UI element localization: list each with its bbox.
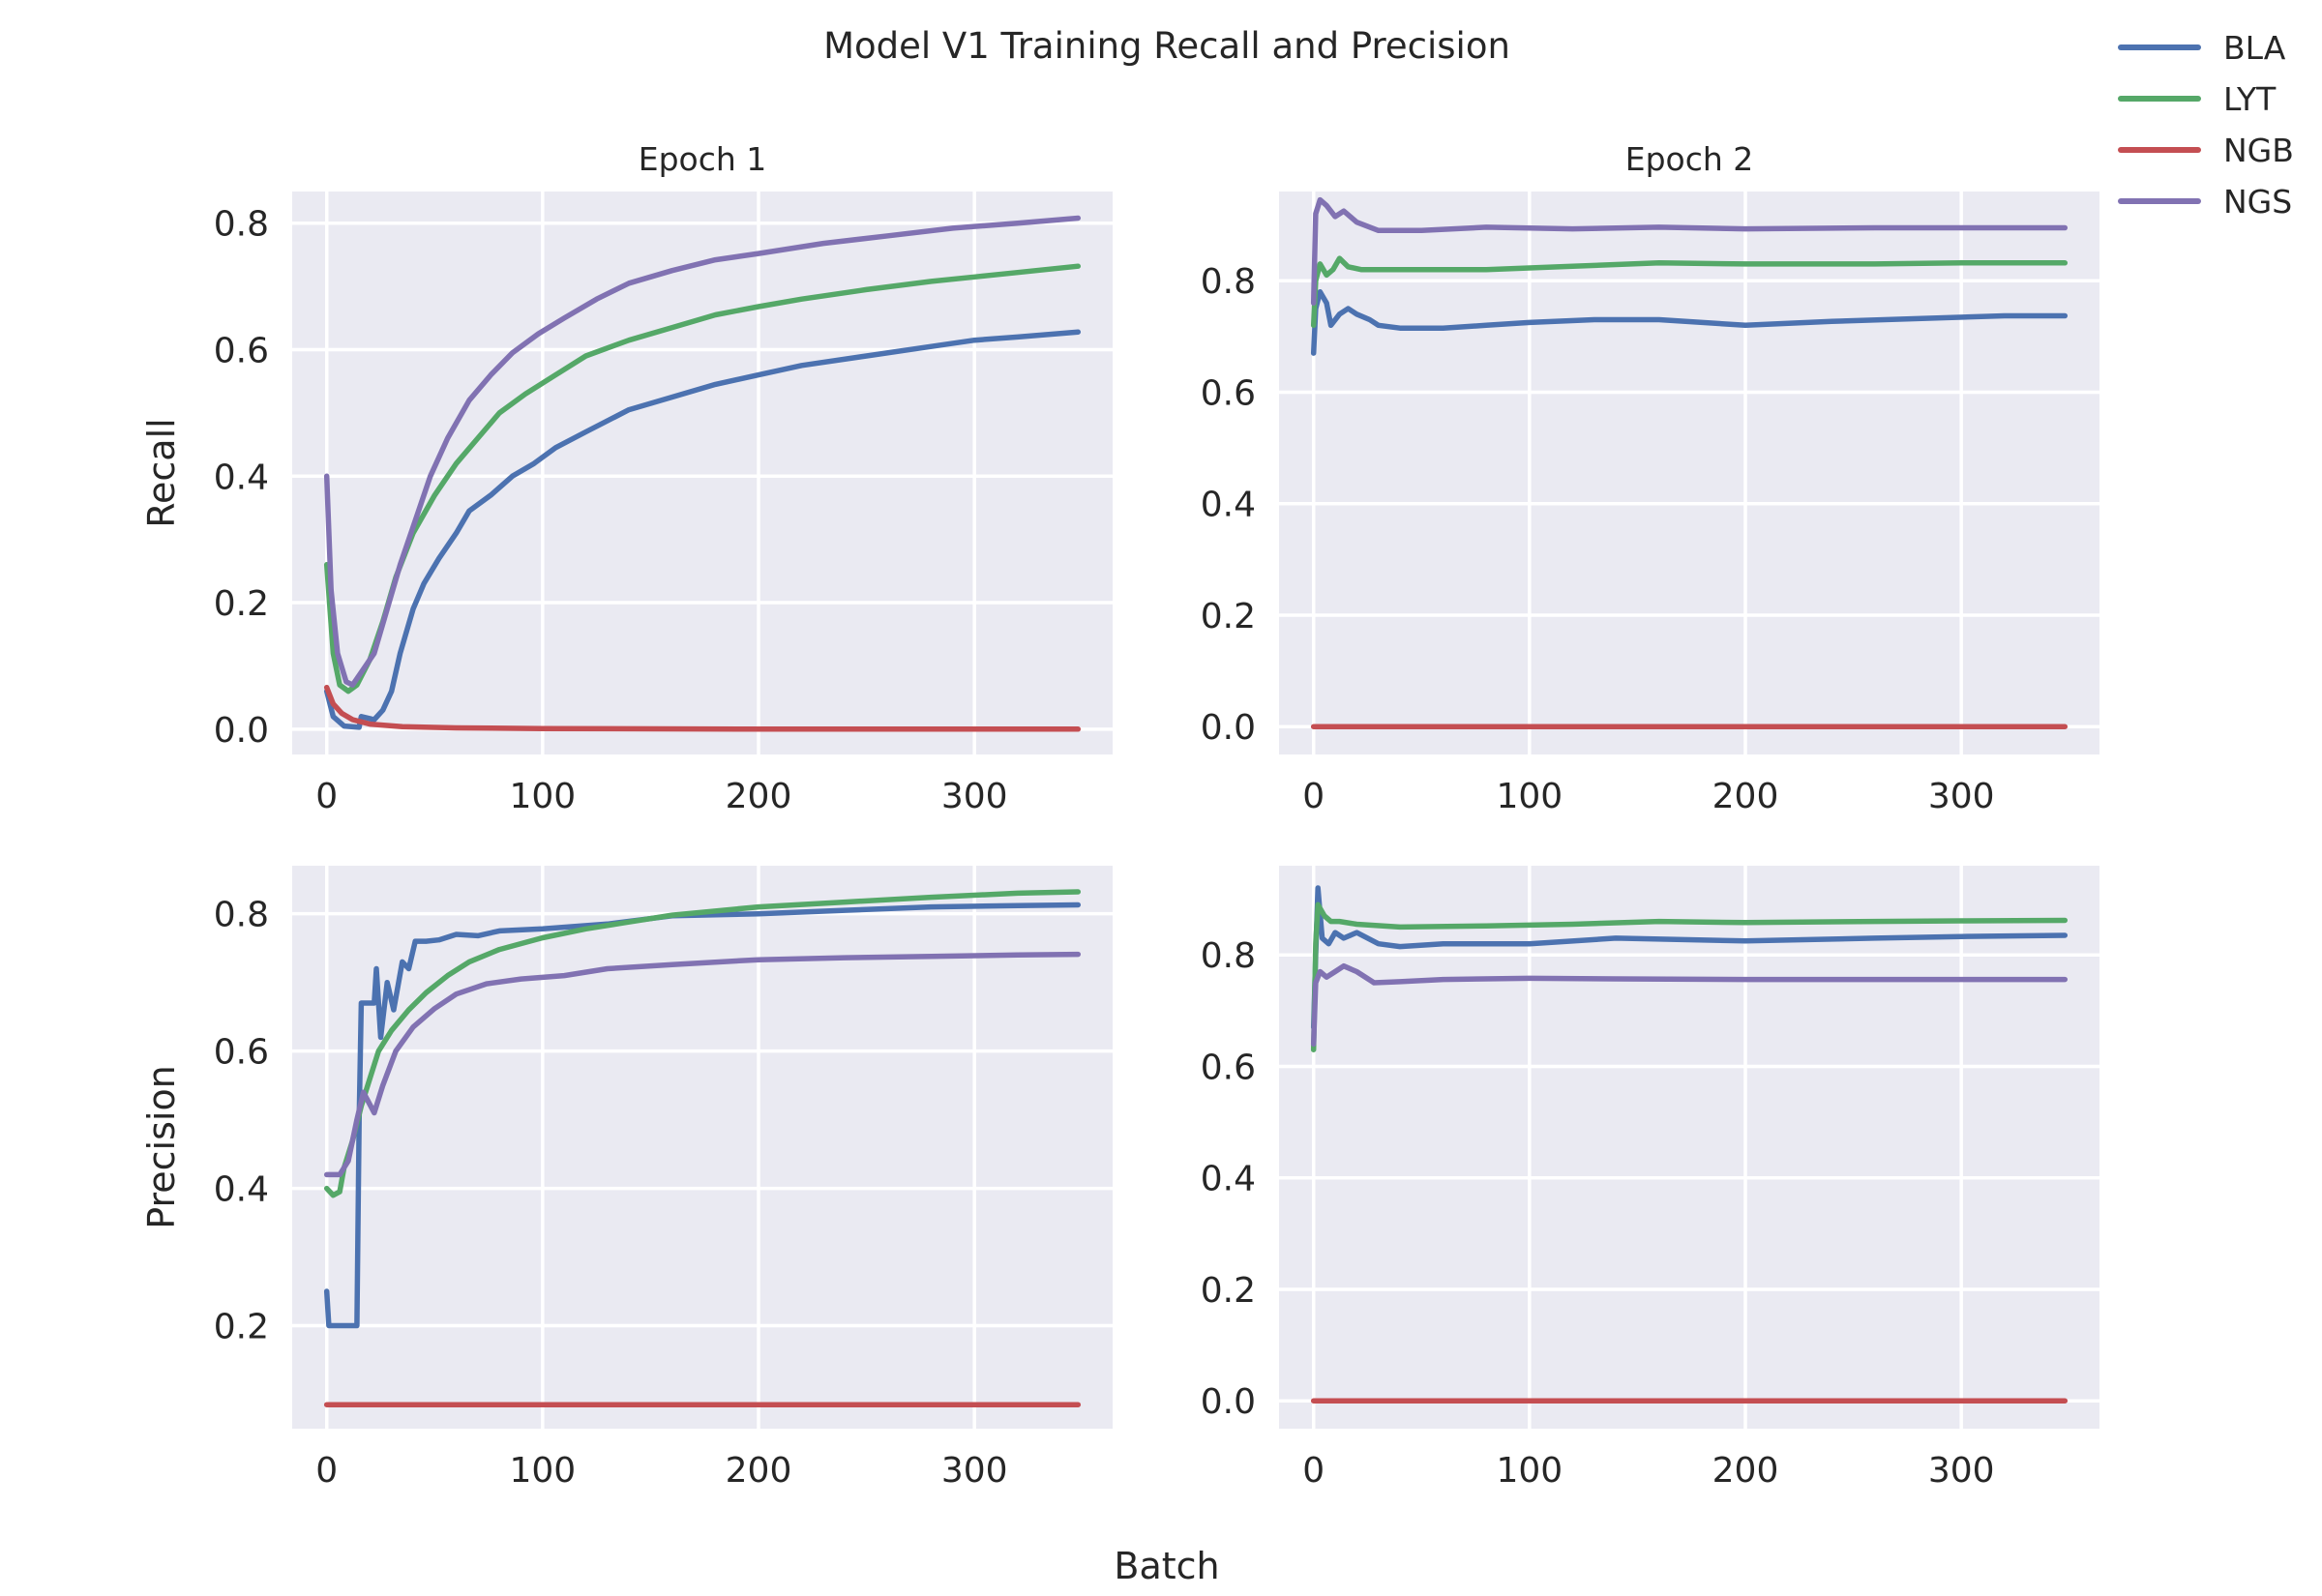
y-tick-label: 0.2 [1201, 597, 1256, 636]
legend-label: LYT [2223, 80, 2277, 118]
panel-epoch-1-recall: 0 100 200 300 0.0 0.2 0.4 0.6 0.8 Epoch 1 Recall [140, 140, 1113, 816]
x-tick-label: 300 [941, 1451, 1008, 1491]
x-tick-label: 200 [1712, 777, 1779, 816]
x-tick-label: 100 [1497, 1451, 1563, 1491]
legend: BLA LYT NGB NGS [2118, 29, 2294, 221]
x-tick-label: 200 [1712, 1451, 1779, 1491]
y-tick-label: 0.4 [1201, 486, 1256, 525]
x-tick-label: 300 [1928, 777, 1995, 816]
y-tick-label: 0.0 [1201, 708, 1256, 748]
y-tick-label: 0.8 [1201, 936, 1256, 976]
y-tick-label: 0.2 [1201, 1271, 1256, 1311]
x-tick-label: 200 [726, 1451, 792, 1491]
legend-label: NGS [2223, 183, 2292, 221]
x-tick-label: 100 [510, 777, 577, 816]
series-line-bla [1310, 885, 2069, 1030]
panel-epoch-2-recall: 0 100 200 300 0.0 0.2 0.4 0.6 0.8 Epoch 2 [1201, 140, 2099, 816]
legend-label: NGB [2223, 132, 2294, 169]
y-tick-label: 0.6 [214, 331, 269, 370]
y-tick-label: 0.2 [214, 584, 269, 624]
y-tick-label: 0.4 [214, 1170, 269, 1210]
y-tick-label: 0.0 [1201, 1382, 1256, 1422]
figure-title: Model V1 Training Recall and Precision [823, 25, 1510, 67]
series-line-lyt [1310, 901, 2069, 1052]
x-axis-label: Batch [1114, 1545, 1219, 1587]
x-tick-label: 300 [1928, 1451, 1995, 1491]
series-line-bla [323, 329, 1082, 730]
y-tick-label: 0.8 [214, 205, 269, 245]
subplot-title: Epoch 1 [639, 140, 767, 178]
y-axis-label: Recall [140, 418, 183, 527]
x-tick-label: 100 [510, 1451, 577, 1491]
subplot-title: Epoch 2 [1625, 140, 1754, 178]
y-axis-label: Precision [140, 1065, 183, 1229]
series-line-bla [323, 901, 1082, 1329]
series-line-ngs [323, 215, 1082, 688]
y-tick-label: 0.2 [214, 1308, 269, 1347]
y-tick-label: 0.4 [1201, 1160, 1256, 1199]
plot-area [1279, 866, 2099, 1429]
series-line-ngs [1310, 196, 2069, 306]
y-tick-label: 0.6 [1201, 373, 1256, 413]
x-tick-label: 100 [1497, 777, 1563, 816]
x-tick-label: 0 [315, 777, 338, 816]
y-tick-label: 0.4 [214, 458, 269, 497]
y-tick-label: 0.8 [214, 896, 269, 935]
y-tick-label: 0.0 [214, 711, 269, 751]
series-line-bla [1310, 288, 2069, 356]
plot-area [1279, 192, 2099, 754]
y-tick-label: 0.6 [214, 1033, 269, 1073]
series-line-ngs [1310, 962, 2069, 1048]
legend-label: BLA [2223, 29, 2286, 67]
y-tick-label: 0.6 [1201, 1048, 1256, 1087]
panel-epoch-1-precision: 0 100 200 300 0.2 0.4 0.6 0.8 Precision [140, 866, 1113, 1491]
x-tick-label: 0 [1302, 777, 1325, 816]
y-tick-label: 0.8 [1201, 262, 1256, 302]
x-tick-label: 0 [315, 1451, 338, 1491]
series-line-lyt [1310, 255, 2069, 329]
series-line-lyt [323, 263, 1082, 695]
x-tick-label: 300 [941, 777, 1008, 816]
panel-epoch-2-precision: 0 100 200 300 0.0 0.2 0.4 0.6 0.8 [1201, 866, 2099, 1491]
x-tick-label: 0 [1302, 1451, 1325, 1491]
x-tick-label: 200 [726, 777, 792, 816]
series-line-ngb [323, 684, 1082, 732]
series-line-ngs [323, 951, 1082, 1178]
